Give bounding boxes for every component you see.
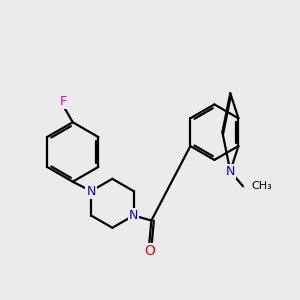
Text: CH₃: CH₃ <box>251 181 272 191</box>
Text: N: N <box>226 165 235 178</box>
Text: O: O <box>144 244 155 258</box>
Text: F: F <box>59 95 66 108</box>
Text: N: N <box>129 209 138 222</box>
Text: N: N <box>86 184 96 198</box>
